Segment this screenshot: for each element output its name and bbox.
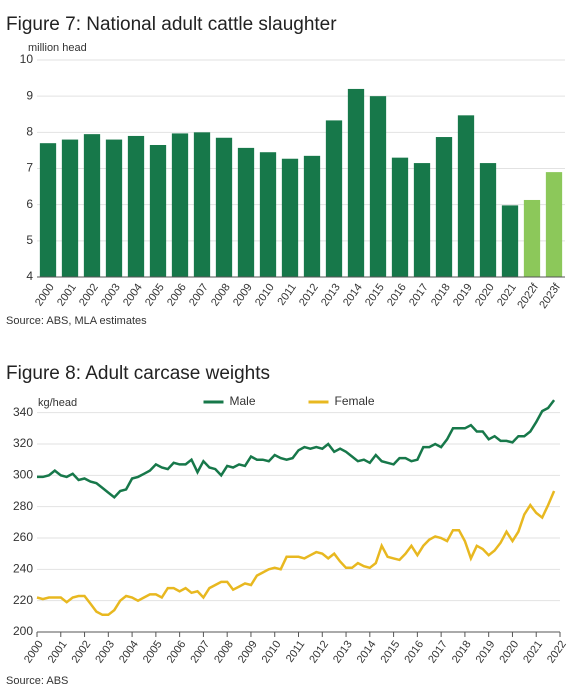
line-series <box>37 399 556 499</box>
x-tick-label: 2014 <box>355 639 379 666</box>
y-tick-label: 5 <box>26 233 33 247</box>
x-tick-label: 2017 <box>426 639 450 666</box>
y-tick-label: 10 <box>20 52 34 66</box>
x-tick-label: 2004 <box>117 639 141 666</box>
y-tick-label: 200 <box>13 624 33 638</box>
bar <box>479 163 497 277</box>
legend-label: Female <box>335 394 375 408</box>
bar <box>61 139 79 277</box>
x-tick-label: 2022f <box>515 281 541 311</box>
x-tick-label: 2015 <box>363 282 387 309</box>
y-tick-label: 8 <box>26 125 33 139</box>
bar <box>171 133 189 277</box>
bar <box>105 139 123 277</box>
x-tick-label: 2002 <box>70 639 94 666</box>
x-tick-label: 2011 <box>275 282 298 308</box>
line-series <box>36 490 556 617</box>
bar <box>281 158 299 277</box>
x-tick-label: 2006 <box>165 639 189 666</box>
x-tick-label: 2014 <box>341 282 365 309</box>
x-tick-label: 2022 <box>545 639 569 666</box>
x-tick-label: 2010 <box>260 639 284 666</box>
bar <box>39 143 57 277</box>
x-tick-label: 2001 <box>46 639 70 666</box>
bar <box>149 144 167 277</box>
x-tick-label: 2018 <box>450 639 474 666</box>
x-tick-label: 2009 <box>231 282 255 309</box>
x-tick-label: 2013 <box>331 639 355 666</box>
y-tick-label: 340 <box>13 405 33 419</box>
x-tick-label: 2003 <box>99 282 123 309</box>
axis-label: kg/head <box>38 397 77 409</box>
bar <box>83 134 101 277</box>
x-tick-label: 2007 <box>187 282 211 309</box>
x-tick-label: 2019 <box>474 639 498 666</box>
bar <box>259 152 277 277</box>
bar <box>215 137 233 277</box>
x-tick-label: 2005 <box>141 639 165 666</box>
x-tick-label: 2020 <box>473 282 497 309</box>
x-tick-label: 2021 <box>521 639 545 666</box>
x-tick-label: 2002 <box>77 282 101 309</box>
x-tick-label: 2011 <box>284 639 307 665</box>
x-tick-label: 2015 <box>379 639 403 666</box>
y-tick-label: 320 <box>13 436 33 450</box>
x-tick-label: 2012 <box>307 639 331 666</box>
x-tick-label: 2016 <box>385 282 409 309</box>
y-tick-label: 6 <box>26 197 33 211</box>
axis-label: million head <box>28 42 87 54</box>
x-tick-label: 2020 <box>497 639 521 666</box>
y-tick-label: 9 <box>26 88 33 102</box>
y-tick-label: 240 <box>13 562 33 576</box>
y-tick-label: 260 <box>13 530 33 544</box>
x-tick-label: 2000 <box>22 639 46 666</box>
x-tick-label: 2013 <box>319 282 343 309</box>
x-tick-label: 2012 <box>297 282 321 309</box>
source-note: Source: ABS <box>6 675 68 687</box>
bar <box>523 199 541 277</box>
x-tick-label: 2008 <box>212 639 236 666</box>
bar <box>391 157 409 277</box>
bar <box>127 135 145 277</box>
x-tick-label: 2023f <box>537 281 563 311</box>
bar <box>303 155 321 277</box>
x-tick-label: 2005 <box>143 282 167 309</box>
x-tick-label: 2018 <box>429 282 453 309</box>
x-tick-label: 2000 <box>33 282 57 309</box>
bar <box>325 120 343 277</box>
x-tick-label: 2006 <box>165 282 189 309</box>
y-tick-label: 4 <box>26 269 33 283</box>
x-tick-label: 2007 <box>188 639 212 666</box>
x-tick-label: 2019 <box>451 282 475 309</box>
bar <box>545 172 563 277</box>
y-tick-label: 280 <box>13 499 33 513</box>
x-tick-label: 2017 <box>407 282 431 309</box>
bar <box>347 88 365 277</box>
bar <box>501 205 519 277</box>
y-tick-label: 300 <box>13 468 33 482</box>
bar <box>237 147 255 277</box>
bar <box>193 132 211 277</box>
chart-title: Figure 8: Adult carcase weights <box>6 363 270 384</box>
bar <box>369 96 387 278</box>
x-tick-label: 2001 <box>55 282 79 309</box>
chart-title: Figure 7: National adult cattle slaughte… <box>6 14 337 35</box>
bar <box>457 115 475 278</box>
x-tick-label: 2003 <box>93 639 117 666</box>
x-tick-label: 2004 <box>121 282 145 309</box>
bar <box>435 137 453 277</box>
y-tick-label: 220 <box>13 593 33 607</box>
bar <box>413 163 431 277</box>
y-tick-label: 7 <box>26 161 33 175</box>
x-tick-label: 2016 <box>402 639 426 666</box>
x-tick-label: 2008 <box>209 282 233 309</box>
x-tick-label: 2009 <box>236 639 260 666</box>
x-tick-label: 2010 <box>253 282 277 309</box>
source-note: Source: ABS, MLA estimates <box>6 315 147 327</box>
legend-label: Male <box>230 394 256 408</box>
